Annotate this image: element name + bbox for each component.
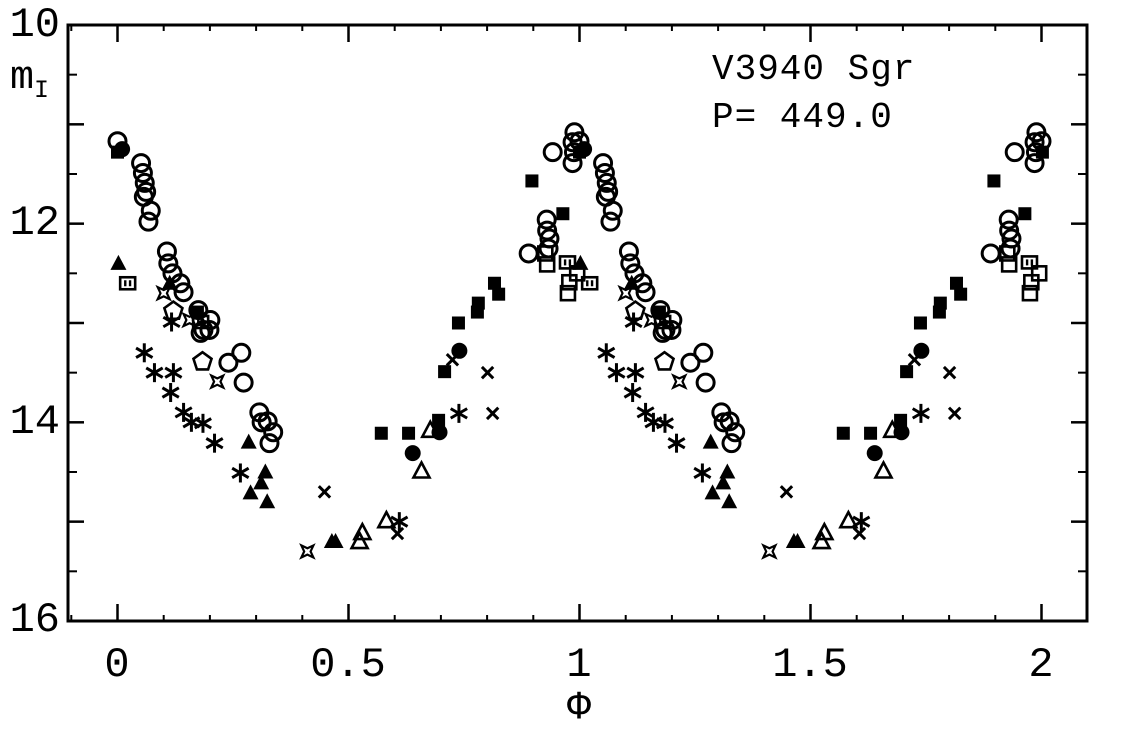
x-tick-label-0p5: 0.5 bbox=[310, 641, 386, 689]
y-axis-title: mI bbox=[10, 58, 49, 112]
x-tick-label-2: 2 bbox=[1028, 641, 1054, 689]
y-tick-label-10: 10 bbox=[9, 1, 60, 49]
y-tick-label-16: 16 bbox=[9, 596, 60, 644]
y-tick-label-14: 14 bbox=[9, 398, 60, 446]
x-tick-label-1: 1 bbox=[566, 641, 592, 689]
y-axis-title-subscript: I bbox=[34, 76, 50, 105]
x-tick-label-1p5: 1.5 bbox=[772, 641, 848, 689]
star-name-label: V3940 Sgr bbox=[712, 49, 916, 90]
x-axis-title: Φ bbox=[566, 686, 591, 731]
y-axis-title-main: m bbox=[10, 56, 35, 101]
period-label: P= 449.0 bbox=[712, 97, 893, 138]
x-tick-label-0: 0 bbox=[104, 641, 130, 689]
y-tick-label-12: 12 bbox=[9, 199, 60, 247]
